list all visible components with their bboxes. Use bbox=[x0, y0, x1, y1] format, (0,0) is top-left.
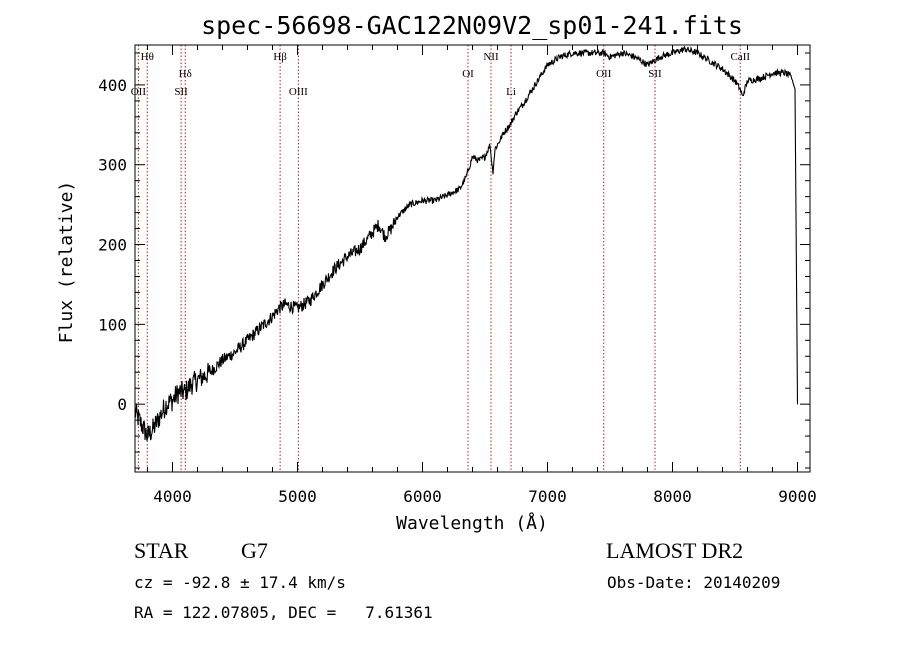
line-label-nii: NII bbox=[483, 51, 499, 63]
line-label-oi: OI bbox=[462, 68, 474, 80]
line-label-oii: OII bbox=[596, 68, 612, 80]
x-tick-label: 8000 bbox=[653, 487, 692, 506]
x-tick-label: 5000 bbox=[278, 487, 317, 506]
observation-date: Obs-Date: 20140209 bbox=[607, 573, 781, 592]
plot-frame bbox=[134, 44, 811, 473]
line-label-sii: SII bbox=[648, 68, 662, 80]
y-tick-label: 100 bbox=[98, 315, 127, 334]
y-axis-label: Flux (relative) bbox=[56, 181, 77, 344]
y-tick-label: 300 bbox=[98, 156, 127, 175]
x-tick-label: 7000 bbox=[528, 487, 567, 506]
line-label-hθ: Hθ bbox=[141, 51, 154, 63]
y-tick-label: 0 bbox=[117, 395, 127, 414]
object-class: STAR bbox=[134, 538, 189, 563]
x-tick-label: 6000 bbox=[403, 487, 442, 506]
x-tick-label: 4000 bbox=[153, 487, 192, 506]
line-label-hβ: Hβ bbox=[273, 51, 287, 63]
line-label-sii: SII bbox=[174, 86, 188, 98]
line-label-oiii: OIII bbox=[289, 86, 308, 98]
y-tick-label: 200 bbox=[98, 236, 127, 255]
object-subclass: G7 bbox=[241, 538, 268, 563]
x-axis-label: Wavelength (Å) bbox=[396, 512, 548, 534]
y-tick-label: 400 bbox=[98, 76, 127, 95]
coordinates-readout: RA = 122.07805, DEC = 7.61361 bbox=[134, 603, 433, 622]
line-label-hδ: Hδ bbox=[179, 68, 192, 80]
spectral-line-markers: Hθ OII Hδ SII Hβ OIII OI NII Li OII SII CaII bbox=[131, 45, 750, 472]
chart-title: spec-56698-GAC122N09V2_sp01-241.fits bbox=[201, 11, 743, 40]
spectrum-line bbox=[134, 45, 799, 442]
line-label-caii: CaII bbox=[730, 51, 750, 63]
survey-label: LAMOST DR2 bbox=[606, 538, 744, 563]
redshift-readout: cz = -92.8 ± 17.4 km/s bbox=[134, 573, 346, 592]
x-tick-label: 9000 bbox=[778, 487, 817, 506]
line-label-oii: OII bbox=[131, 86, 147, 98]
line-label-li: Li bbox=[506, 86, 516, 98]
axis-ticks: 4000 5000 6000 7000 8000 9000 0 100 200 300 400 bbox=[98, 45, 817, 506]
